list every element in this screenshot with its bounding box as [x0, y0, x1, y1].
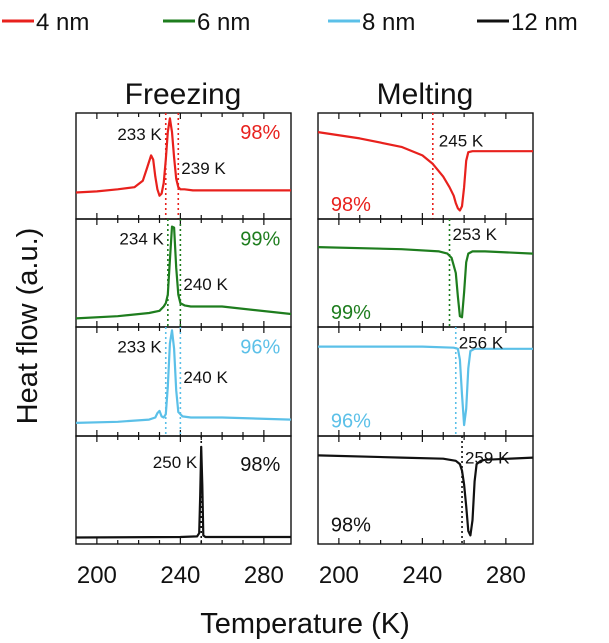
- annotation-250-k: 250 K: [153, 453, 198, 472]
- series-line-4-nm: [75, 117, 291, 197]
- subplot-frame: [317, 435, 534, 545]
- legend-label-6nm: 6 nm: [197, 9, 250, 36]
- legend-label-12nm: 12 nm: [511, 9, 578, 36]
- x-tick-label-200: 200: [319, 562, 359, 589]
- legend-label-4nm: 4 nm: [36, 9, 89, 36]
- series-line-4-nm: [317, 131, 533, 212]
- subplot-freezing-12-nm: 250 K 98%: [75, 435, 292, 545]
- legend: 4 nm 6 nm 8 nm 12 nm: [2, 9, 578, 36]
- panel-title-freezing: Freezing: [125, 78, 242, 111]
- x-axis-title: Temperature (K): [200, 608, 410, 640]
- percent-label: 99%: [240, 228, 280, 250]
- x-tick-label-280: 280: [486, 562, 526, 589]
- panel-melting: 245 K 98% 253 K 99% 256 K 96% 259 K 98% 200 240 28…: [317, 112, 534, 589]
- series-line-8-nm: [75, 329, 292, 424]
- annotation-233-k: 233 K: [117, 338, 162, 357]
- subplot-freezing-8-nm: 233 K 240 K 96%: [75, 326, 292, 437]
- annotation-240-k: 240 K: [183, 275, 228, 294]
- subplot-melting-4-nm: 245 K 98%: [317, 112, 534, 220]
- y-axis-title: Heat flow (a.u.): [12, 228, 44, 425]
- subplot-melting-8-nm: 256 K 96%: [317, 326, 534, 437]
- subplot-freezing-6-nm: 234 K 240 K 99%: [75, 218, 292, 328]
- x-tick-label-240: 240: [402, 562, 442, 589]
- percent-label: 98%: [240, 122, 280, 144]
- annotation-253-k: 253 K: [453, 225, 498, 244]
- legend-entry-6nm: 6 nm: [163, 9, 250, 36]
- legend-entry-12nm: 12 nm: [477, 9, 578, 36]
- legend-entry-4nm: 4 nm: [2, 9, 89, 36]
- legend-entry-8nm: 8 nm: [328, 9, 415, 36]
- annotation-259-k: 259 K: [465, 449, 510, 468]
- series-line-6-nm: [317, 246, 534, 319]
- legend-label-8nm: 8 nm: [362, 9, 415, 36]
- percent-label: 98%: [331, 515, 371, 537]
- annotation-239-k: 239 K: [181, 159, 226, 178]
- subplot-melting-6-nm: 253 K 99%: [317, 218, 534, 328]
- percent-label: 98%: [331, 194, 371, 216]
- percent-label: 98%: [240, 454, 280, 476]
- percent-label: 99%: [331, 302, 371, 324]
- percent-label: 96%: [331, 411, 371, 433]
- annotation-234-k: 234 K: [119, 229, 164, 248]
- subplot-melting-12-nm: 259 K 98%: [317, 435, 534, 545]
- series-line-6-nm: [75, 225, 292, 320]
- series-line-12-nm: [317, 454, 534, 537]
- x-tick-label-280: 280: [244, 562, 284, 589]
- annotation-245-k: 245 K: [439, 132, 484, 151]
- percent-label: 96%: [240, 337, 280, 359]
- panel-title-melting: Melting: [377, 78, 474, 111]
- x-tick-label-200: 200: [77, 562, 117, 589]
- annotation-256-k: 256 K: [459, 333, 504, 352]
- subplot-frame: [75, 435, 292, 545]
- annotation-233-k: 233 K: [117, 125, 162, 144]
- subplot-freezing-4-nm: 233 K 239 K 98%: [75, 112, 292, 220]
- series-line-12-nm: [75, 445, 291, 539]
- x-tick-label-240: 240: [160, 562, 200, 589]
- series-line-8-nm: [318, 345, 533, 427]
- annotation-240-k: 240 K: [183, 368, 228, 387]
